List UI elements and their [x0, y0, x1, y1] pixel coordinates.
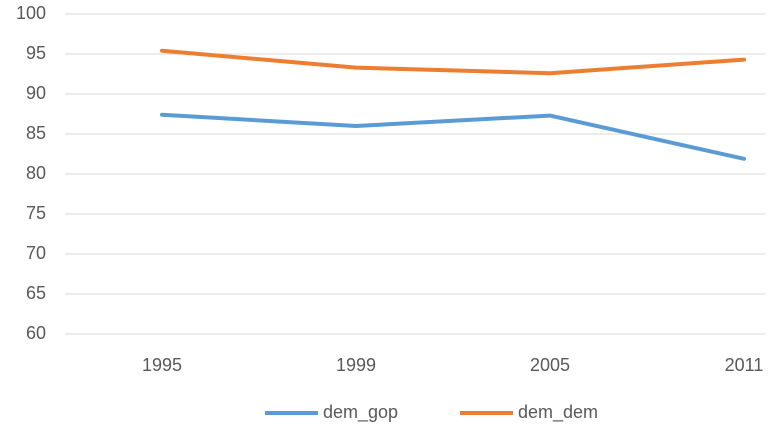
y-tick-label: 85	[26, 123, 46, 143]
legend-label: dem_gop	[323, 402, 398, 423]
line-series	[160, 112, 746, 161]
x-tick-label: 2011	[725, 355, 764, 375]
legend-label: dem_dem	[518, 402, 598, 423]
y-tick-label: 90	[26, 83, 46, 103]
y-tick-label: 75	[26, 203, 46, 223]
line-series	[160, 48, 746, 76]
y-tick-label: 80	[26, 163, 46, 183]
y-tick-label: 100	[16, 3, 46, 23]
x-tick-label: 1999	[336, 355, 376, 375]
x-tick-label: 1995	[142, 355, 182, 375]
y-tick-label: 65	[26, 283, 46, 303]
y-tick-label: 70	[26, 243, 46, 263]
x-tick-label: 2005	[530, 355, 570, 375]
y-tick-label: 95	[26, 43, 46, 63]
y-tick-label: 60	[26, 323, 46, 343]
